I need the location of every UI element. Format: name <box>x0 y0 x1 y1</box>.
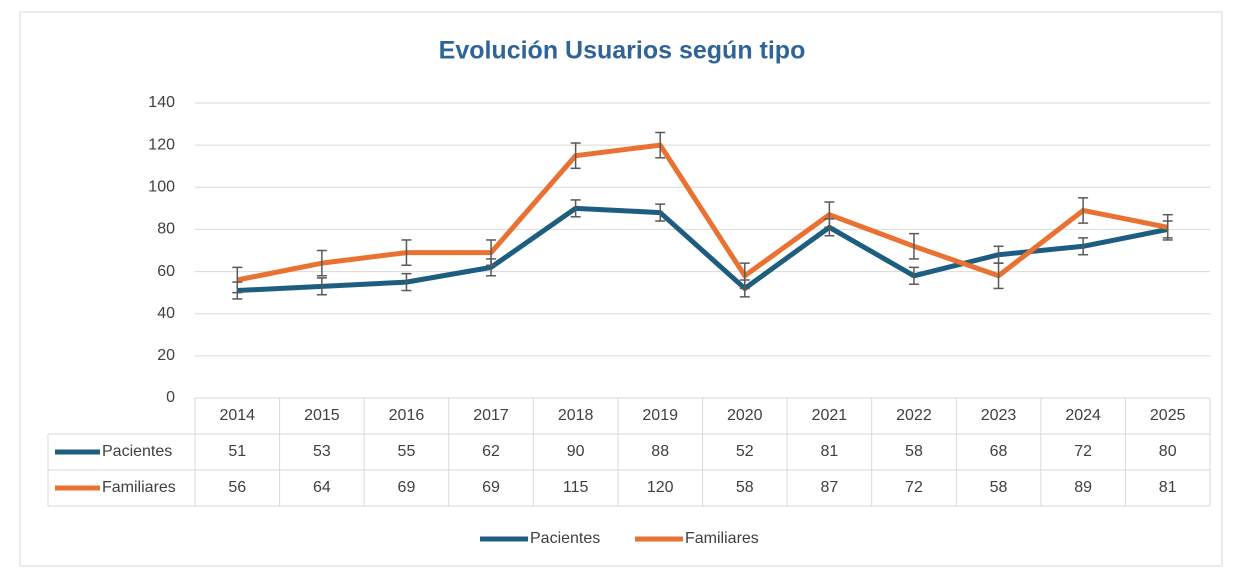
x-tick-label: 2018 <box>558 407 594 424</box>
table-value: 56 <box>228 479 246 496</box>
error-bar <box>908 232 919 260</box>
error-bar <box>1078 197 1089 224</box>
x-tick-label: 2021 <box>812 407 848 424</box>
table-value: 58 <box>736 479 754 496</box>
error-bar <box>232 266 243 294</box>
y-tick-label: 20 <box>157 347 175 364</box>
legend-label: Pacientes <box>530 530 600 547</box>
x-tick-label: 2022 <box>896 407 932 424</box>
error-bar <box>655 131 666 159</box>
table-value: 81 <box>1159 479 1177 496</box>
y-tick-label: 80 <box>157 221 175 238</box>
y-tick-label: 0 <box>166 389 175 406</box>
error-bar <box>739 262 750 290</box>
table-value: 115 <box>563 479 589 496</box>
table-value: 89 <box>1074 479 1092 496</box>
table-value: 69 <box>482 479 500 496</box>
table-value: 72 <box>1074 443 1092 460</box>
table-value: 120 <box>647 479 674 496</box>
table-value: 52 <box>736 443 754 460</box>
error-bar <box>401 239 412 266</box>
series-line <box>236 142 1169 283</box>
table-value: 58 <box>905 443 923 460</box>
error-bar <box>655 203 666 222</box>
x-tick-label: 2014 <box>219 407 255 424</box>
table-value: 62 <box>482 443 500 460</box>
x-tick-label: 2015 <box>304 407 340 424</box>
table-value: 58 <box>990 479 1008 496</box>
table-value: 80 <box>1159 443 1177 460</box>
table-value: 69 <box>398 479 416 496</box>
table-value: 64 <box>313 479 331 496</box>
y-tick-label: 140 <box>148 94 175 111</box>
series-line <box>237 205 1169 294</box>
table-row-label: Pacientes <box>102 443 172 460</box>
error-bar <box>401 272 412 292</box>
table-value: 51 <box>228 443 246 460</box>
x-tick-label: 2019 <box>642 407 678 424</box>
chart-title: Evolución Usuarios según tipo <box>439 37 806 65</box>
table-value: 87 <box>820 479 838 496</box>
legend-label: Familiares <box>685 530 759 547</box>
error-bar <box>824 201 835 229</box>
error-bar <box>1078 237 1089 256</box>
y-tick-label: 120 <box>148 136 175 153</box>
chart-border <box>19 11 1223 567</box>
y-tick-label: 100 <box>148 179 175 196</box>
table-value: 72 <box>905 479 923 496</box>
error-bar <box>486 239 497 266</box>
error-bar <box>1162 213 1173 241</box>
error-bar <box>908 266 919 285</box>
y-tick-label: 60 <box>157 263 175 280</box>
x-tick-label: 2024 <box>1065 407 1101 424</box>
error-bar <box>570 142 581 170</box>
x-tick-label: 2025 <box>1150 407 1186 424</box>
error-bar <box>993 262 1004 290</box>
error-bar <box>316 277 327 296</box>
x-tick-label: 2017 <box>473 407 509 424</box>
table-value: 81 <box>820 443 838 460</box>
table-value: 68 <box>990 443 1008 460</box>
x-tick-label: 2023 <box>981 407 1017 424</box>
table-value: 88 <box>651 443 669 460</box>
table-value: 90 <box>567 443 585 460</box>
x-tick-label: 2020 <box>727 407 763 424</box>
y-tick-label: 40 <box>157 305 175 322</box>
table-value: 55 <box>398 443 416 460</box>
table-row-label: Familiares <box>102 479 176 496</box>
error-bar <box>570 199 581 218</box>
table-value: 53 <box>313 443 331 460</box>
error-bar <box>316 249 327 277</box>
x-tick-label: 2016 <box>389 407 425 424</box>
